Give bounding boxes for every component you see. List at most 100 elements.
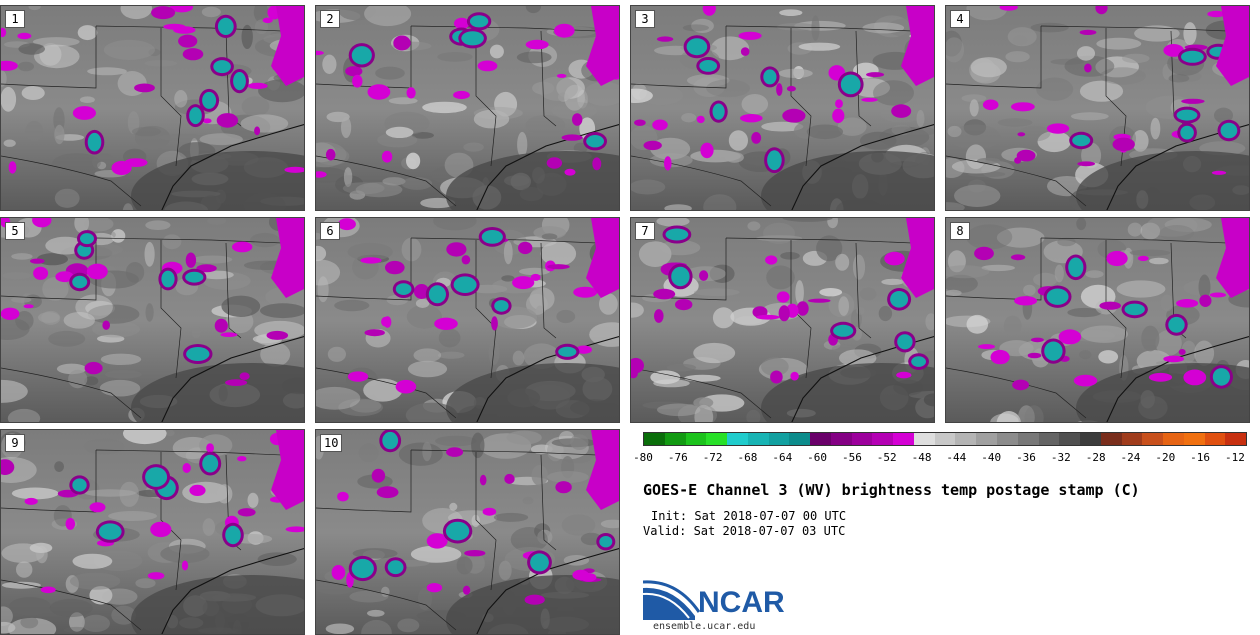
convective-core [1220, 122, 1238, 139]
cloud-texture [144, 241, 155, 267]
cold-cloud [974, 246, 994, 261]
cold-cloud [1, 27, 7, 38]
colorbar-segment [644, 433, 665, 445]
cloud-texture [364, 6, 412, 27]
cold-cloud [756, 314, 780, 320]
colorbar-tick-label: -48 [911, 451, 932, 464]
convective-core [428, 285, 446, 304]
cold-cloud [395, 379, 417, 394]
cold-cloud [770, 370, 783, 384]
panel-number: 5 [5, 222, 25, 240]
cloud-texture [589, 322, 619, 347]
cloud-texture [227, 450, 270, 458]
cloud-texture [413, 348, 442, 363]
cold-cloud [896, 371, 912, 379]
cold-cloud [547, 264, 570, 270]
cloud-texture [523, 343, 560, 369]
cloud-texture [463, 142, 484, 152]
cloud-texture [761, 121, 804, 132]
cloud-texture [1141, 325, 1160, 352]
cloud-texture [538, 76, 578, 101]
cloud-texture [1129, 249, 1171, 257]
cloud-texture [1132, 130, 1149, 152]
cloud-texture [207, 218, 227, 225]
cloud-texture [316, 259, 341, 286]
cold-cloud [284, 166, 304, 173]
colorbar-segment [685, 433, 707, 445]
cold-cloud [1095, 6, 1108, 15]
state-border [1, 26, 97, 89]
cloud-texture [570, 434, 589, 450]
convective-core [1180, 125, 1194, 140]
cold-cloud [786, 85, 796, 92]
cloud-texture [996, 227, 1045, 248]
cloud-texture [87, 67, 127, 76]
cloud-texture [693, 397, 714, 408]
panel-number: 10 [320, 434, 343, 452]
cold-cloud [376, 486, 399, 499]
cold-cloud [337, 491, 349, 502]
state-border [316, 579, 457, 631]
cold-cloud [1010, 254, 1026, 261]
state-border [1040, 237, 1249, 245]
cold-cloud [55, 271, 74, 283]
convective-core [453, 276, 477, 293]
cloud-texture [54, 188, 80, 208]
cold-cloud [738, 31, 762, 40]
postage-stamp-panel: 3 [630, 5, 935, 211]
gulf-region [446, 151, 619, 210]
cold-cloud [751, 132, 762, 144]
cloud-texture [1070, 112, 1109, 121]
cold-cloud [254, 126, 261, 136]
colorbar-tick-label: -60 [807, 451, 828, 464]
cold-cloud [1163, 44, 1184, 57]
cloud-texture [966, 224, 1013, 250]
wv-brightness-map [946, 218, 1249, 422]
cold-cloud [72, 106, 96, 120]
cold-cloud-band [1216, 6, 1249, 86]
cold-cloud [89, 502, 106, 513]
cloud-texture [551, 101, 597, 120]
colorbar-tick-label: -64 [772, 451, 793, 464]
cold-cloud [525, 39, 549, 50]
cloud-texture [969, 99, 979, 117]
convective-core [469, 15, 489, 28]
cold-cloud [225, 379, 248, 386]
cold-cloud [147, 572, 165, 580]
coastline [476, 123, 619, 210]
cold-cloud [1027, 352, 1042, 359]
cloud-texture [87, 304, 140, 324]
cloud-texture [1076, 218, 1087, 231]
panel-number: 8 [950, 222, 970, 240]
cloud-texture [878, 305, 893, 322]
cold-cloud [765, 255, 778, 265]
cloud-texture [420, 197, 456, 209]
gulf-region [131, 575, 304, 634]
convective-core [72, 478, 87, 492]
cold-cloud [178, 34, 198, 48]
cloud-texture [1146, 218, 1198, 237]
cloud-texture [103, 39, 155, 60]
colorbar-segment [934, 433, 956, 445]
postage-stamp-panel: 6 [315, 217, 620, 423]
cloud-texture [131, 126, 161, 137]
cloud-texture [92, 153, 116, 171]
cloud-texture [873, 80, 914, 106]
cold-cloud [134, 83, 155, 93]
cloud-texture [664, 204, 692, 210]
cold-cloud-band [1216, 218, 1249, 298]
convective-core [712, 103, 725, 120]
convective-core [586, 135, 604, 148]
cloud-texture [1012, 35, 1028, 45]
state-border [790, 28, 812, 167]
cold-cloud [530, 273, 541, 281]
convective-core [382, 431, 399, 450]
cloud-texture [355, 182, 403, 198]
convective-core [185, 271, 204, 283]
cloud-texture [162, 234, 182, 250]
panel-number: 7 [635, 222, 655, 240]
cloud-texture [531, 465, 548, 486]
cloud-texture [397, 618, 420, 633]
cloud-texture [904, 127, 934, 136]
cold-cloud [1014, 296, 1038, 306]
